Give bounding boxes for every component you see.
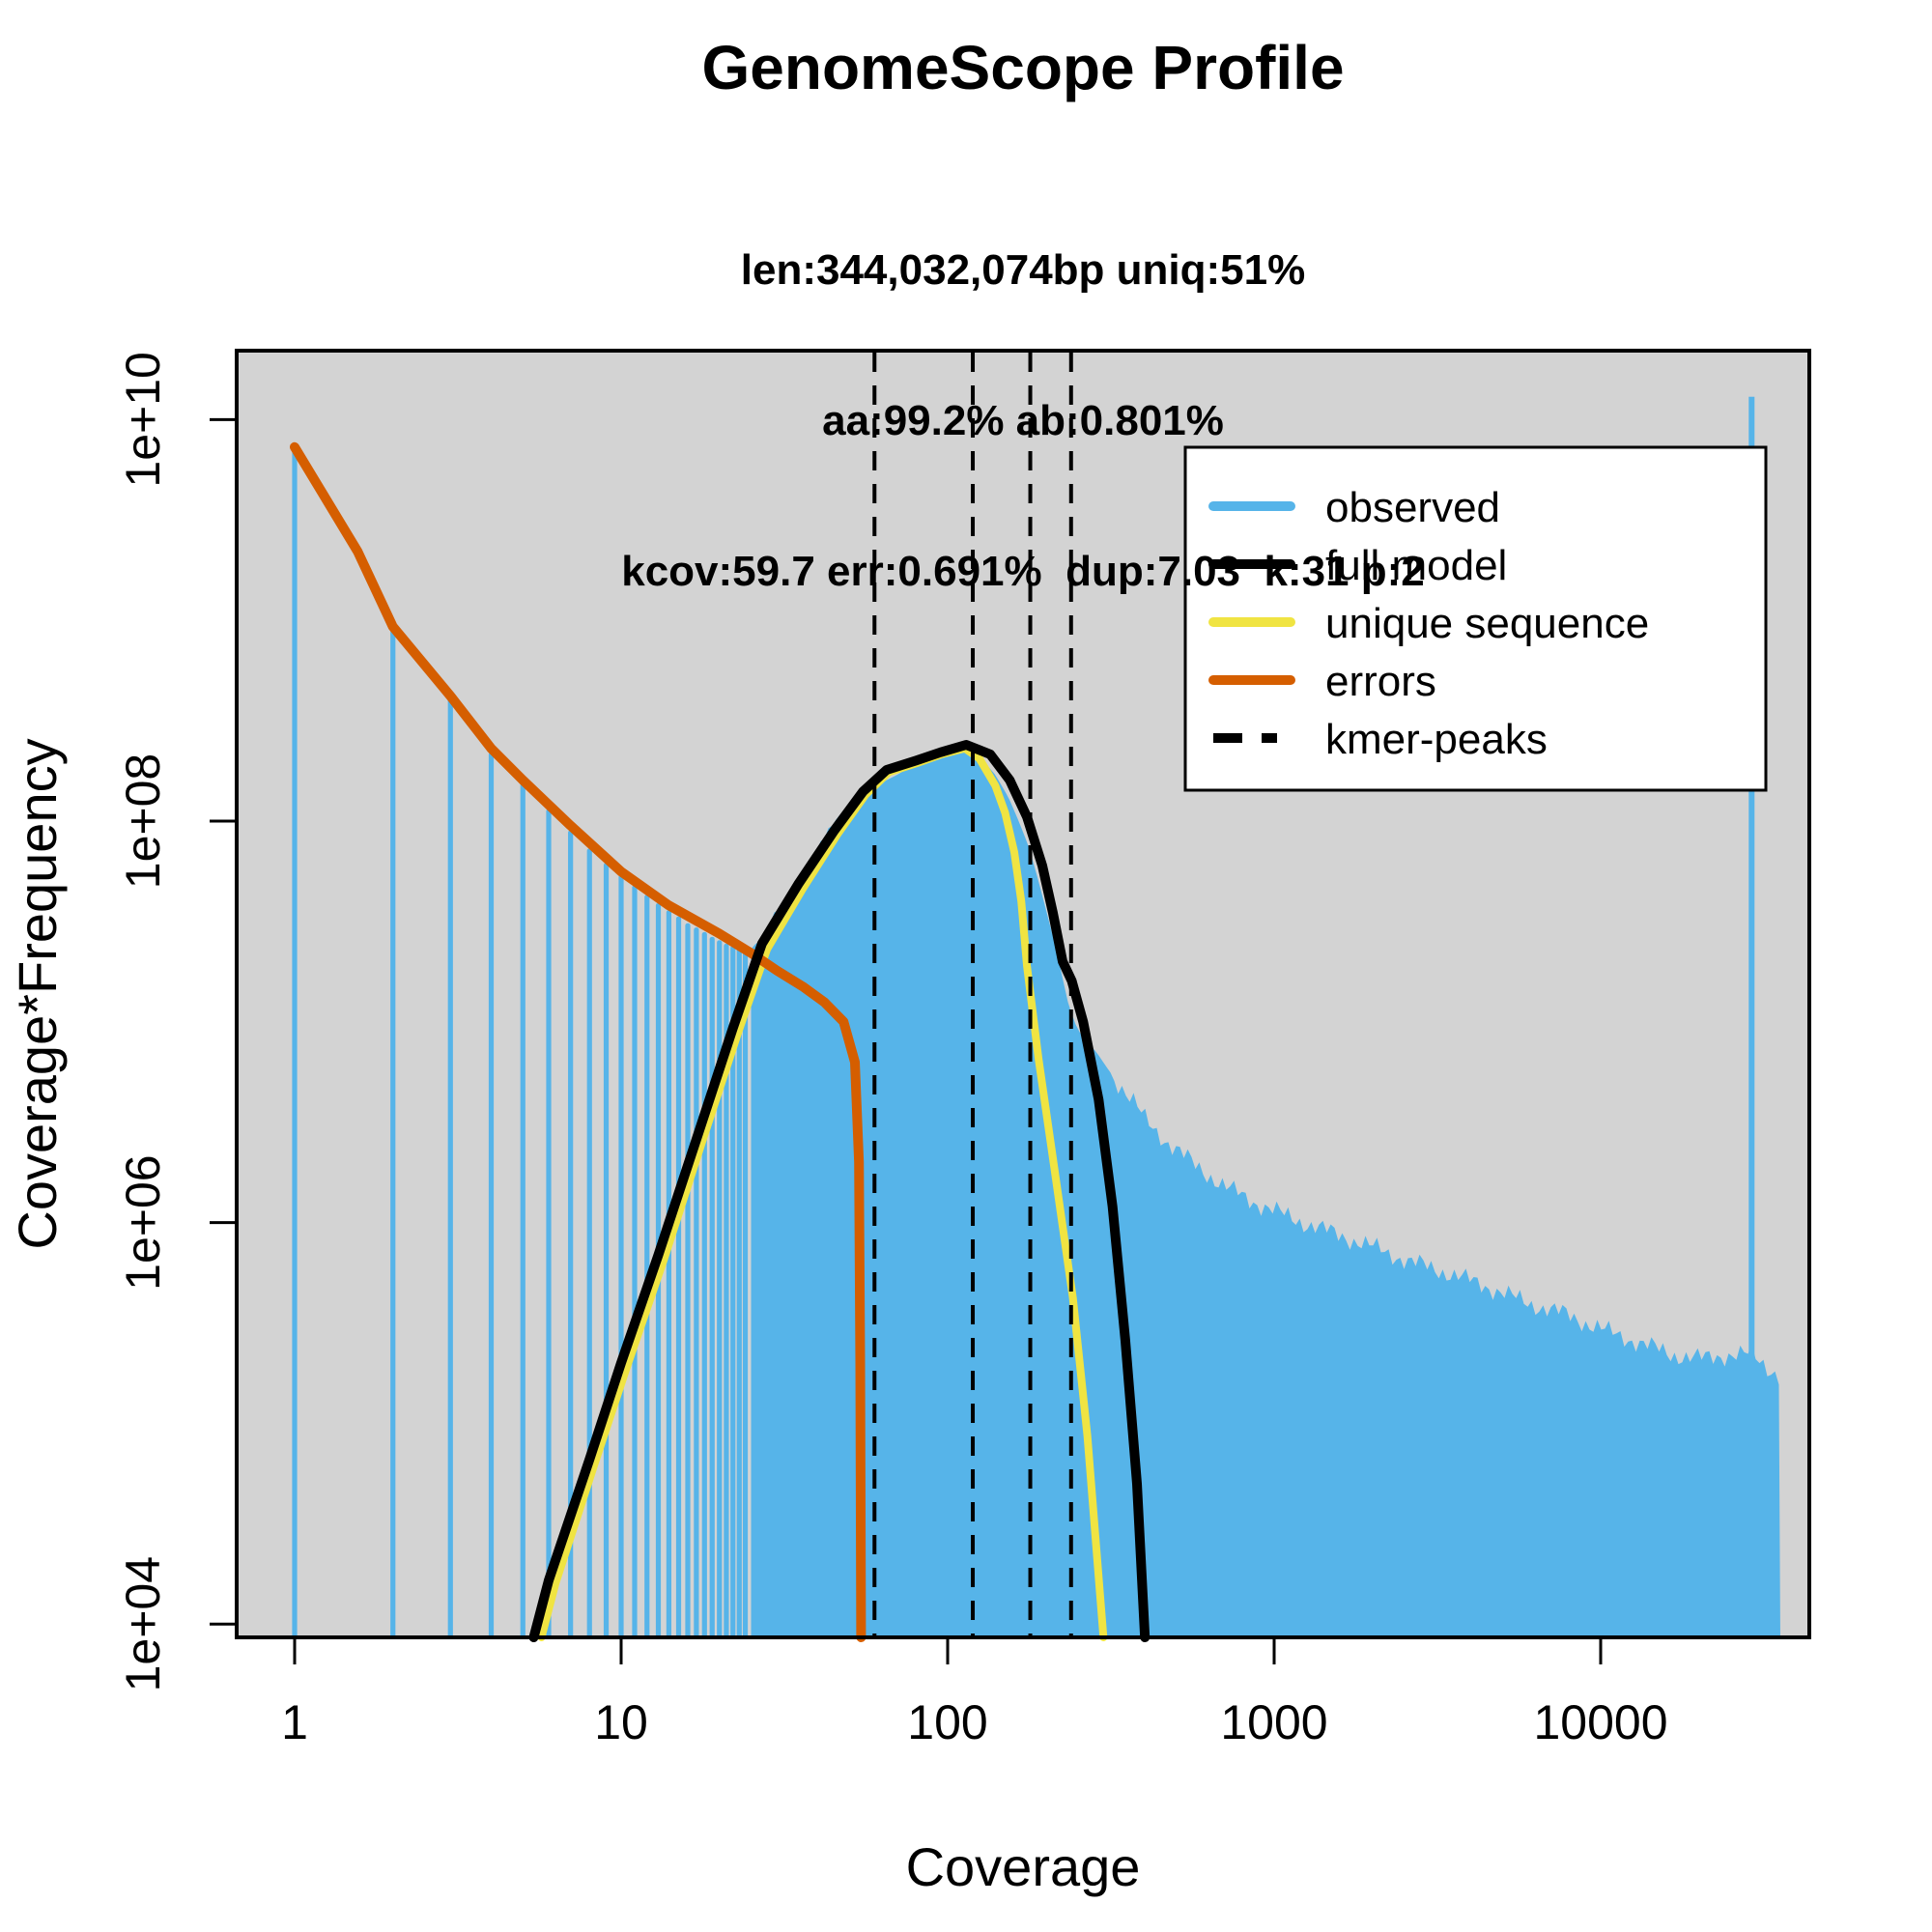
- y-tick-label: 1e+04: [116, 1556, 170, 1691]
- observed-bar: [675, 916, 682, 1637]
- x-axis-ticks: 1 10 100 1000 10000: [281, 1637, 1668, 1749]
- y-axis-title: Coverage*Frequency: [7, 738, 68, 1249]
- observed-bar: [742, 949, 749, 1637]
- legend-item-observed: observed: [1208, 484, 1500, 531]
- x-tick-label: 1: [281, 1695, 308, 1749]
- observed-bar: [568, 830, 574, 1637]
- observed-bar: [586, 848, 592, 1637]
- observed-area: [751, 752, 1780, 1637]
- observed-max-coverage-spike: [1748, 396, 1755, 1638]
- errors-curve: [290, 441, 867, 1642]
- observed-bar: [390, 629, 396, 1637]
- legend-label: errors: [1325, 658, 1436, 705]
- observed-bar: [701, 931, 707, 1637]
- y-tick-label: 1e+10: [116, 352, 170, 487]
- observed-bar: [724, 943, 729, 1637]
- x-tick-label: 100: [907, 1695, 987, 1749]
- observed-bar: [644, 895, 650, 1637]
- x-tick-label: 10: [594, 1695, 648, 1749]
- legend-item-full-model: full model: [1208, 542, 1507, 589]
- observed-bar: [685, 923, 691, 1637]
- legend-item-unique-sequence: unique sequence: [1208, 600, 1649, 647]
- observed-bar: [694, 927, 699, 1637]
- x-tick-label: 10000: [1533, 1695, 1667, 1749]
- x-tick-label: 1000: [1220, 1695, 1327, 1749]
- observed-bar: [632, 885, 638, 1637]
- observed-bar: [618, 874, 624, 1637]
- observed-bar: [730, 945, 736, 1637]
- y-axis-ticks: 1e+04 1e+06 1e+08 1e+10: [116, 352, 237, 1691]
- y-tick-label: 1e+08: [116, 753, 170, 889]
- observed-bar: [666, 910, 671, 1637]
- legend-label: full model: [1325, 542, 1507, 589]
- legend-item-kmer-peaks: kmer-peaks: [1213, 716, 1548, 763]
- legend: observed full model unique sequence erro…: [1183, 445, 1768, 792]
- observed-bar: [488, 752, 495, 1637]
- legend-label: unique sequence: [1325, 600, 1649, 647]
- observed-histogram-bars: [292, 396, 1755, 1638]
- observed-bar: [603, 863, 610, 1637]
- observed-bar: [447, 697, 453, 1637]
- observed-bar: [520, 782, 526, 1637]
- y-tick-label: 1e+06: [116, 1154, 170, 1290]
- kmer-peak-lines: [872, 353, 1073, 1636]
- observed-bar: [717, 940, 723, 1637]
- observed-bar: [736, 947, 742, 1637]
- x-axis-title: Coverage: [906, 1836, 1141, 1897]
- legend-label: kmer-peaks: [1325, 716, 1548, 763]
- plot-frame: [235, 349, 1811, 1639]
- observed-bar: [709, 936, 715, 1637]
- observed-area-path: [751, 752, 1780, 1637]
- observed-bar: [546, 809, 552, 1637]
- observed-bar: [292, 448, 298, 1638]
- legend-label: observed: [1325, 484, 1500, 531]
- legend-item-errors: errors: [1208, 658, 1436, 705]
- full-model-curve: [528, 740, 1151, 1642]
